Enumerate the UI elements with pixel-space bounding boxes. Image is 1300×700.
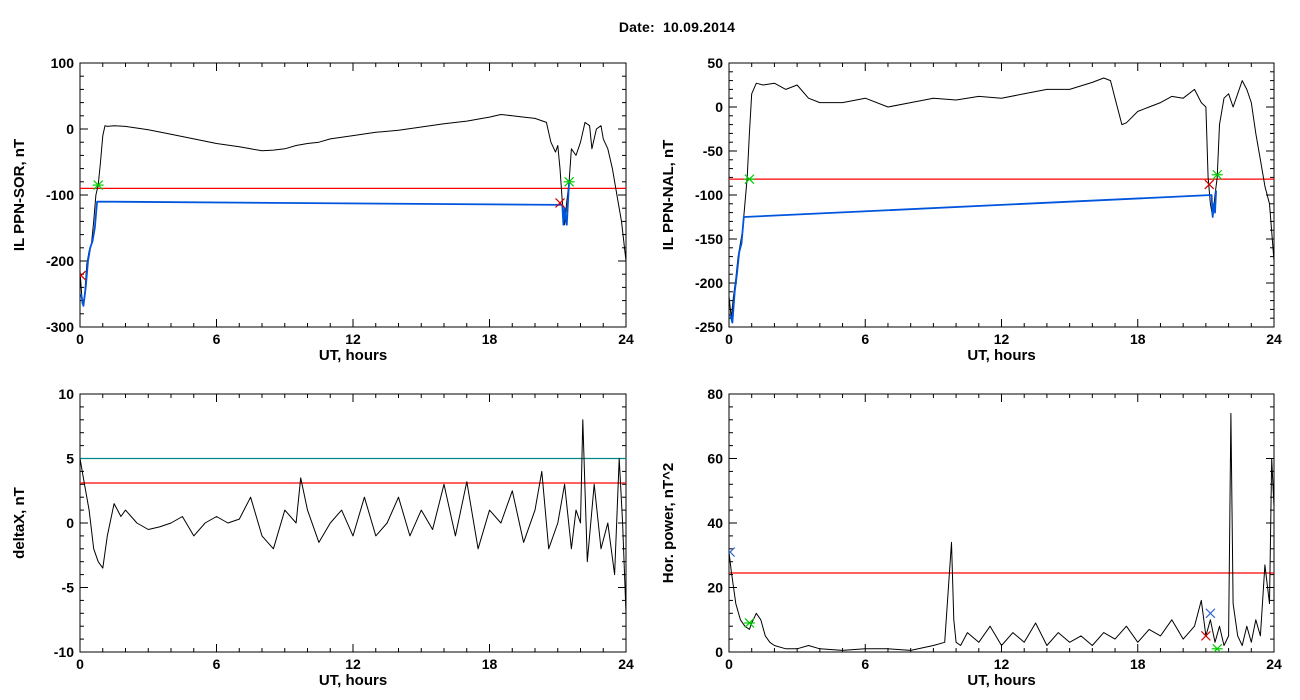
y-tick-label: -250 [695,319,723,335]
x-axis-label: UT, hours [967,672,1035,689]
y-tick-label: -300 [46,319,74,335]
series-line-1 [729,412,1274,651]
x-tick-label: 6 [213,331,221,347]
x-tick-label: 24 [1266,656,1282,672]
y-tick-label: -200 [695,275,723,291]
y-axis-label: IL PPN-SOR, nT [11,139,28,251]
x-tick-label: 24 [618,656,634,672]
y-tick-label: -200 [46,253,74,269]
x-tick-label: 18 [482,656,498,672]
plot-frame [728,393,1275,653]
plot-data [729,412,1274,652]
y-tick-label: -10 [54,644,74,660]
y-tick-label: -50 [703,143,723,159]
x-tick-label: 0 [725,656,733,672]
x-tick-label: 0 [76,656,84,672]
y-axis-label: IL PPN-NAL, nT [660,140,677,251]
asterisk-marker [743,174,755,185]
plot-frame [79,393,627,653]
x-tick-label: 12 [994,656,1010,672]
y-axis-label: deltaX, nT [11,487,28,559]
y-tick-label: 0 [66,121,74,137]
x-marker [729,547,736,557]
plot-frame [728,62,1275,328]
x-marker [80,270,87,281]
x-tick-label: 6 [861,656,869,672]
x-tick-label: 6 [861,331,869,347]
series-line-1 [80,114,626,305]
x-marker [1204,179,1215,190]
chart-panel-1: 0 6 12 18 24 -300 -200 -100 0 100 UT, hours IL PPN-… [11,55,634,364]
plot-data [80,419,626,614]
plot-data [729,77,1274,324]
plot-data [80,114,626,307]
asterisk-marker [1211,643,1223,652]
series-line-1 [80,419,626,614]
page-title: Date: 10.09.2014 [618,19,736,35]
x-tick-label: 18 [482,331,498,347]
asterisk-marker [743,618,755,628]
y-tick-label: 20 [707,580,723,596]
asterisk-marker [563,176,575,187]
x-tick-label: 12 [345,331,361,347]
x-tick-label: 24 [1266,331,1282,347]
asterisk-marker [1211,169,1223,180]
x-axis-label: UT, hours [319,347,387,364]
x-tick-label: 0 [725,331,733,347]
x-marker [1205,608,1216,619]
series-line-2 [729,190,1217,324]
y-tick-label: 0 [66,515,74,531]
y-tick-label: -150 [695,231,723,247]
x-tick-label: 12 [345,656,361,672]
x-axis-label: UT, hours [967,347,1035,364]
y-tick-label: 10 [58,386,74,402]
y-tick-label: -100 [695,187,723,203]
x-tick-label: 0 [76,331,84,347]
y-tick-label: -100 [46,187,74,203]
chart-panel-3: 0 6 12 18 24 -10 -5 0 5 10 UT, hours deltaX, nT [11,386,634,689]
y-tick-label: 60 [707,451,723,467]
x-tick-label: 18 [1130,331,1146,347]
y-tick-label: 40 [707,515,723,531]
x-tick-label: 12 [994,331,1010,347]
y-tick-label: 0 [715,99,723,115]
chart-panel-4: 0 6 12 18 24 0 20 40 60 80 UT, hours Hor. power, nT… [660,386,1282,689]
y-tick-label: -5 [62,580,75,596]
x-tick-label: 6 [213,656,221,672]
y-tick-label: 50 [707,55,723,71]
x-tick-label: 24 [618,331,634,347]
x-marker [555,197,565,208]
chart-panel-2: 0 6 12 18 24 -250 -200 -150 -100 -50 0 50 UT, hours I… [660,55,1282,364]
y-tick-label: 0 [715,644,723,660]
plot-frame [79,62,627,328]
y-tick-label: 80 [707,386,723,402]
x-axis-label: UT, hours [319,672,387,689]
series-line-1 [729,77,1274,319]
x-tick-label: 18 [1130,656,1146,672]
series-line-2 [80,181,570,307]
x-marker [1200,630,1211,641]
y-axis-label: Hor. power, nT^2 [660,463,677,583]
y-tick-label: 100 [51,55,75,71]
y-tick-label: 5 [66,451,74,467]
asterisk-marker [92,180,104,191]
